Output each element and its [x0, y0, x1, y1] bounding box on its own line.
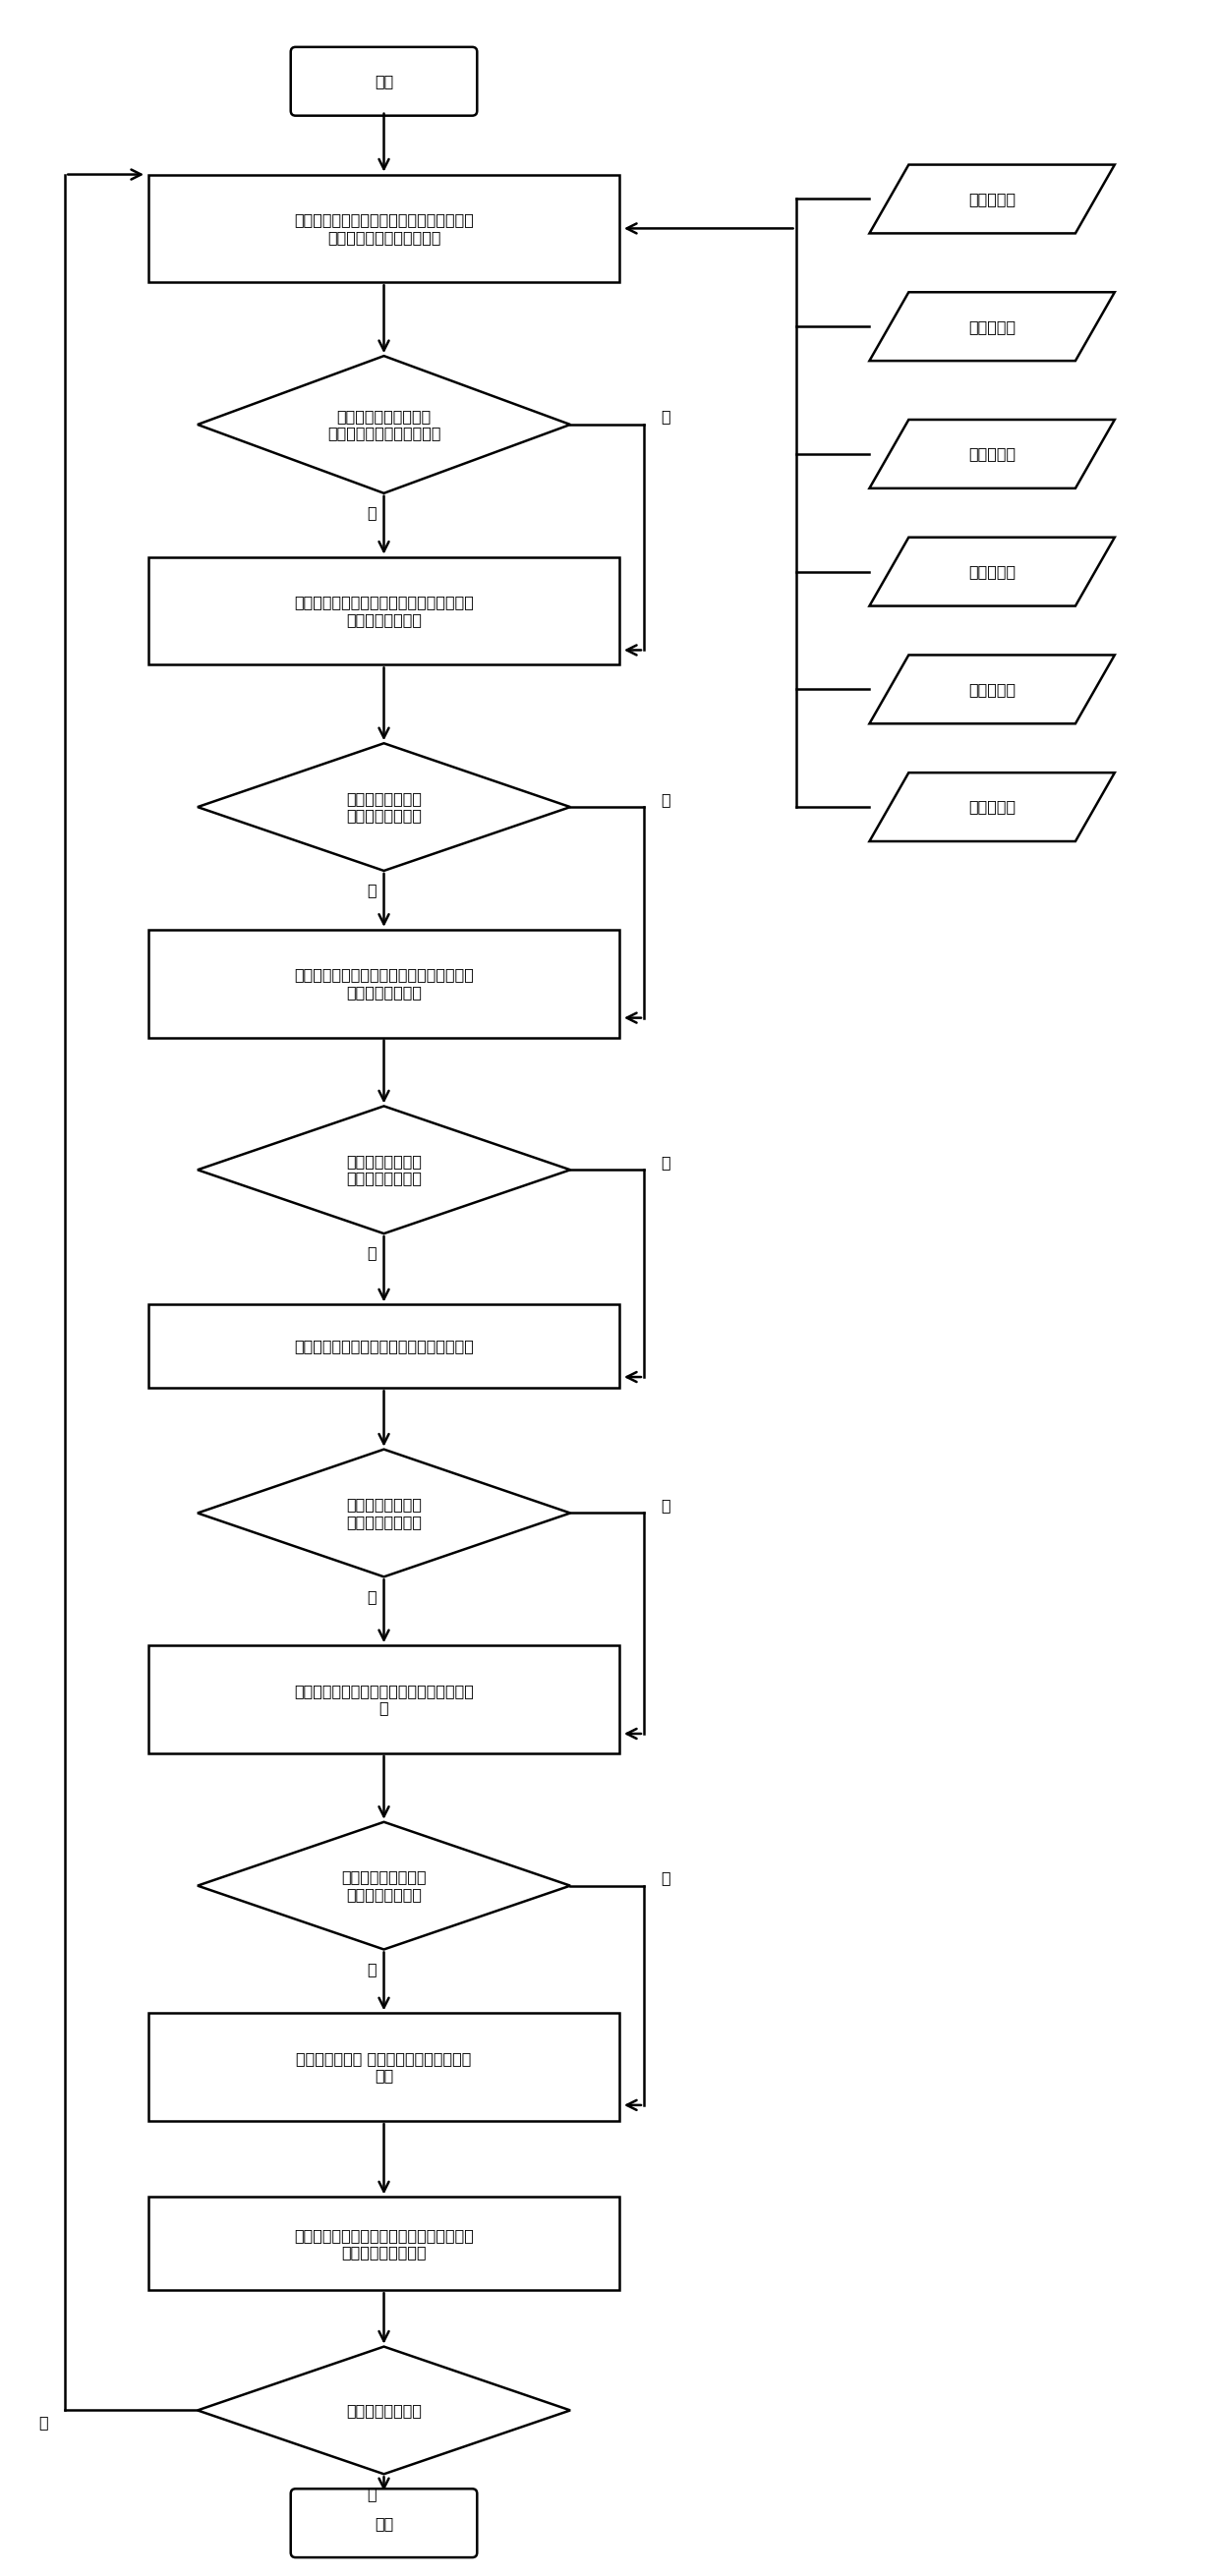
Text: 是: 是	[367, 884, 377, 896]
FancyBboxPatch shape	[290, 46, 477, 116]
Text: 开始: 开始	[374, 75, 394, 88]
Text: 光伏监控系统通过小室通信处理单元实时采
集户外逆变器小室环境数据: 光伏监控系统通过小室通信处理单元实时采 集户外逆变器小室环境数据	[294, 211, 474, 245]
Text: 是: 是	[367, 505, 377, 520]
Text: 否: 否	[39, 2414, 49, 2429]
Text: 向小室通信处理单下达指令，启动调温系统: 向小室通信处理单下达指令，启动调温系统	[294, 1340, 474, 1355]
Polygon shape	[197, 1821, 570, 1950]
Polygon shape	[869, 165, 1114, 234]
Text: 向小室通信处理单元下达指令，启动除湿系
统: 向小室通信处理单元下达指令，启动除湿系 统	[294, 1685, 474, 1716]
Polygon shape	[869, 420, 1114, 489]
Text: 否: 否	[661, 791, 670, 806]
Text: 烟感传感器: 烟感传感器	[968, 799, 1015, 814]
Polygon shape	[197, 355, 570, 492]
Polygon shape	[197, 2347, 570, 2473]
Polygon shape	[197, 744, 570, 871]
Bar	[149, 175, 619, 283]
Text: 依据光照与图像判别
是否启动照明系统: 依据光照与图像判别 是否启动照明系统	[341, 1870, 427, 1901]
Text: 否: 否	[661, 410, 670, 425]
Text: 向小室通信处理单元下达指令，启动消防系
统、断开发电系统: 向小室通信处理单元下达指令，启动消防系 统、断开发电系统	[294, 595, 474, 626]
Text: 是: 是	[367, 1589, 377, 1605]
Bar	[149, 930, 619, 1038]
Bar	[149, 2197, 619, 2290]
Text: 图像采集器: 图像采集器	[968, 446, 1015, 461]
Text: 否: 否	[661, 1154, 670, 1170]
Text: 是: 是	[367, 1963, 377, 1976]
Text: 温度采集器: 温度采集器	[968, 191, 1015, 206]
Polygon shape	[197, 1450, 570, 1577]
Text: 光感传感器: 光感传感器	[968, 683, 1015, 696]
Polygon shape	[869, 538, 1114, 605]
Polygon shape	[869, 773, 1114, 842]
Text: 向小室通信处理 单元下达指令，启动照明
系统: 向小室通信处理 单元下达指令，启动照明 系统	[296, 2050, 472, 2084]
Polygon shape	[869, 291, 1114, 361]
Bar	[149, 1303, 619, 1388]
Text: 否: 否	[661, 1870, 670, 1886]
Bar	[149, 2014, 619, 2120]
Text: 依据水位数据判别
是否启动抽水系统: 依据水位数据判别 是否启动抽水系统	[346, 791, 422, 822]
Text: 依据湿度数据判别
是否启动除湿系统: 依据湿度数据判别 是否启动除湿系统	[346, 1497, 422, 1530]
Bar	[149, 1646, 619, 1754]
Text: 是: 是	[367, 2486, 377, 2501]
FancyBboxPatch shape	[290, 2488, 477, 2558]
Polygon shape	[197, 1105, 570, 1234]
Bar	[149, 556, 619, 665]
Text: 是否退出联动功能: 是否退出联动功能	[346, 2403, 422, 2419]
Text: 湿度采集器: 湿度采集器	[968, 319, 1015, 335]
Text: 依据温度、烟感、图像
数据判别是否启动消防系统: 依据温度、烟感、图像 数据判别是否启动消防系统	[327, 410, 441, 440]
Polygon shape	[869, 654, 1114, 724]
Text: 是: 是	[367, 1247, 377, 1260]
Text: 依据温度数据判别
是否启动调温系统: 依据温度数据判别 是否启动调温系统	[346, 1154, 422, 1185]
Text: 水位传感器: 水位传感器	[968, 564, 1015, 580]
Text: 结束: 结束	[374, 2517, 394, 2530]
Text: 否: 否	[661, 1497, 670, 1512]
Text: 向小室通信处理单元下达指令，启动抽水系
统，断开发电系统: 向小室通信处理单元下达指令，启动抽水系 统，断开发电系统	[294, 969, 474, 999]
Text: 光伏监控系统通过人机交互子系统将联动信
息告知电站运行人员: 光伏监控系统通过人机交互子系统将联动信 息告知电站运行人员	[294, 2228, 474, 2259]
